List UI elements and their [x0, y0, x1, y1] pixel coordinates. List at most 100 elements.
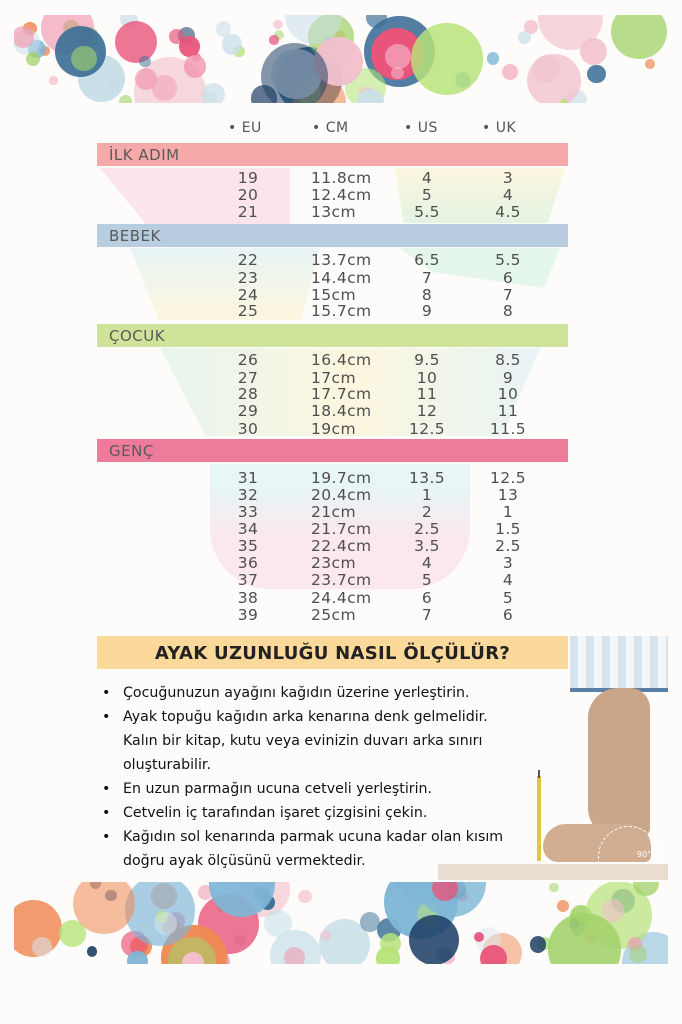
cell-uk: 7	[502, 286, 514, 304]
background-wash	[130, 248, 320, 320]
cell-eu: 34	[237, 520, 259, 538]
decorative-dots-top	[14, 15, 668, 103]
group-header: İLK ADIM	[97, 143, 568, 166]
background-wash	[395, 168, 565, 223]
cell-cm: 21cm	[311, 503, 356, 521]
decorative-dot	[385, 43, 411, 69]
cell-cm: 11.8cm	[311, 169, 372, 187]
decorative-dot	[393, 882, 408, 889]
cell-us: 3.5	[414, 537, 440, 555]
group-header: BEBEK	[97, 224, 568, 247]
decorative-dot	[139, 55, 151, 68]
cell-uk: 3	[502, 554, 514, 572]
decorative-dot	[486, 51, 500, 65]
decorative-dot	[284, 947, 306, 964]
cell-eu: 26	[237, 351, 259, 369]
cell-us: 2.5	[414, 520, 440, 538]
cell-uk: 3	[502, 169, 514, 187]
cell-cm: 17.7cm	[311, 385, 372, 403]
decorative-dot	[587, 64, 606, 84]
cell-cm: 19cm	[311, 420, 356, 438]
how-to-title: AYAK UZUNLUĞU NASIL ÖLÇÜLÜR?	[97, 636, 568, 669]
decorative-dot	[629, 945, 647, 963]
cell-eu: 38	[237, 589, 259, 607]
cell-uk: 2.5	[495, 537, 521, 555]
cell-eu: 19	[237, 169, 259, 187]
decorative-dot	[114, 20, 158, 63]
decorative-dot	[366, 15, 388, 28]
cell-us: 7	[421, 606, 433, 624]
cell-cm: 25cm	[311, 606, 356, 624]
decorative-dot	[601, 899, 625, 922]
cell-uk: 1	[502, 503, 514, 521]
cell-eu: 31	[237, 469, 259, 487]
step-item: Çocuğunuzun ayağını kağıdın üzerine yerl…	[100, 681, 520, 705]
decorative-dot	[32, 936, 53, 957]
decorative-dot	[532, 55, 561, 83]
group-header: ÇOCUK	[97, 324, 568, 347]
cell-us: 9.5	[414, 351, 440, 369]
decorative-dot	[86, 945, 98, 957]
decorative-dot	[530, 936, 547, 953]
cell-uk: 13	[497, 486, 519, 504]
decorative-dot	[480, 944, 508, 964]
cell-eu: 30	[237, 420, 259, 438]
cell-us: 6.5	[414, 251, 440, 269]
decorative-dot	[549, 882, 559, 893]
cell-us: 11	[416, 385, 438, 403]
cell-cm: 13.7cm	[311, 251, 372, 269]
cell-eu: 33	[237, 503, 259, 521]
cell-us: 5	[421, 571, 433, 589]
cell-eu: 27	[237, 369, 259, 387]
cell-eu: 36	[237, 554, 259, 572]
cell-us: 4	[421, 554, 433, 572]
column-header-us: • US	[404, 120, 438, 136]
decorative-dot	[222, 34, 243, 55]
decorative-dot	[518, 30, 532, 44]
decorative-dot	[126, 950, 148, 964]
cell-us: 10	[416, 369, 438, 387]
cell-cm: 12.4cm	[311, 186, 372, 204]
decorative-dot	[178, 36, 200, 58]
decorative-dot	[320, 930, 332, 942]
cell-uk: 9	[502, 369, 514, 387]
cell-us: 5	[421, 186, 433, 204]
cell-eu: 21	[237, 203, 259, 221]
group-header: GENÇ	[97, 439, 568, 462]
cell-uk: 4.5	[495, 203, 521, 221]
cell-us: 9	[421, 302, 433, 320]
decorative-dot	[153, 912, 177, 936]
decorative-dot	[411, 23, 483, 95]
cell-us: 6	[421, 589, 433, 607]
decorative-dot	[408, 914, 459, 964]
decorative-dot	[502, 64, 519, 81]
cell-cm: 24.4cm	[311, 589, 372, 607]
decorative-dot	[201, 90, 218, 103]
cell-cm: 14.4cm	[311, 269, 372, 287]
cell-uk: 11	[497, 402, 519, 420]
cell-cm: 19.7cm	[311, 469, 372, 487]
cell-cm: 15.7cm	[311, 302, 372, 320]
cell-eu: 25	[237, 302, 259, 320]
decorative-dot	[611, 15, 667, 60]
decorative-dot	[357, 88, 384, 103]
cell-eu: 35	[237, 537, 259, 555]
column-header-cm: • CM	[312, 120, 349, 136]
cell-cm: 20.4cm	[311, 486, 372, 504]
cell-eu: 20	[237, 186, 259, 204]
decorative-dot	[134, 68, 157, 90]
cell-uk: 5	[502, 589, 514, 607]
cell-uk: 12.5	[489, 469, 527, 487]
cell-uk: 5.5	[495, 251, 521, 269]
decorative-dots-bottom	[14, 882, 668, 964]
decorative-dot	[269, 35, 279, 45]
decorative-dot	[71, 46, 97, 72]
cell-uk: 8	[502, 302, 514, 320]
step-item: En uzun parmağın ucuna cetveli yerleştir…	[100, 777, 520, 801]
cell-us: 13.5	[408, 469, 446, 487]
cell-uk: 6	[502, 606, 514, 624]
decorative-dot	[524, 20, 538, 34]
cell-cm: 16.4cm	[311, 351, 372, 369]
angle-label: 90°	[637, 850, 652, 859]
decorative-dot	[181, 951, 205, 964]
